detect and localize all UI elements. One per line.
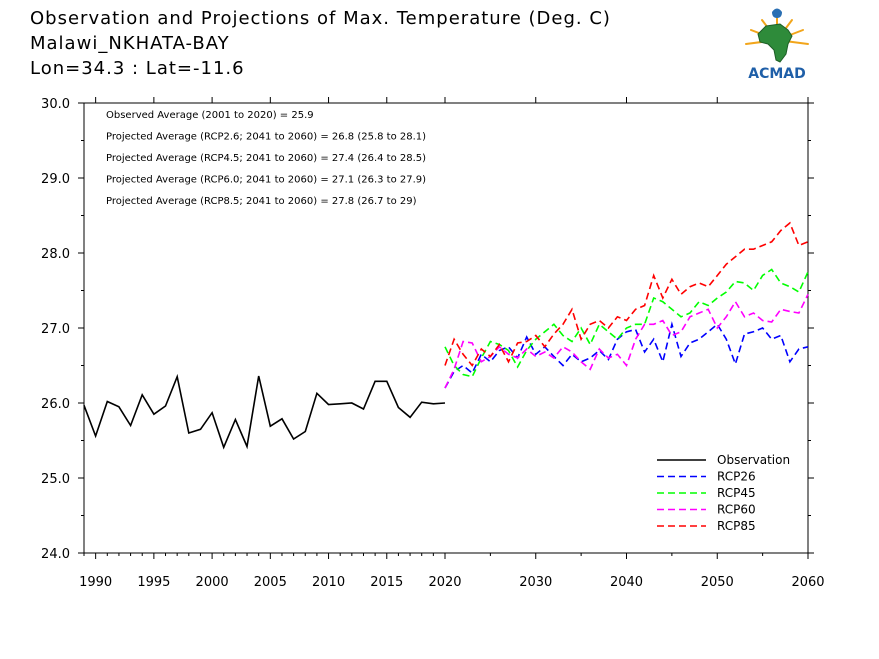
plot-frame [83,102,809,554]
y-tick-label: 26.0 [41,397,70,412]
chart-annotations: Observed Average (2001 to 2020) = 25.9 Pr… [106,110,426,207]
y-tick-label: 25.0 [41,472,70,487]
chart-series [83,221,809,450]
series-line-rcp60 [444,293,809,389]
series-line-observation [83,373,446,450]
y-tick-label: 24.0 [41,547,70,562]
y-tick-label: 27.0 [41,322,70,337]
x-tick-label: 2040 [610,575,643,590]
x-tick-label: 2000 [196,575,229,590]
y-tick-label: 29.0 [41,172,70,187]
legend-label-rcp45: RCP45 [717,486,756,500]
legend-label-observation: Observation [717,453,790,467]
chart-title: Observation and Projections of Max. Temp… [30,8,611,29]
x-tick-label: 2020 [428,575,461,590]
x-tick-label: 2050 [701,575,734,590]
chart-axes: 24.0 25.0 26.0 27.0 28.0 29.0 30.0 1990 1995 2000… [41,97,825,590]
annotation-text: Observed Average (2001 to 2020) = 25.9 [106,110,314,121]
series-line-rcp85 [444,221,809,367]
logo-text: ACMAD [748,66,806,82]
chart-legend: Observation RCP26 RCP45 RCP60 RCP85 [657,453,790,533]
legend-label-rcp85: RCP85 [717,519,756,533]
x-tick-label: 1990 [79,575,112,590]
chart-subtitle-coords: Lon=34.3 : Lat=-11.6 [30,58,245,79]
series-line-rcp26 [444,321,809,389]
x-tick-label: 2015 [370,575,403,590]
annotation-text: Projected Average (RCP8.5; 2041 to 2060)… [106,196,417,207]
x-tick-label: 2005 [254,575,287,590]
acmad-africa-logo-icon: ACMAD [745,8,809,82]
x-tick-label: 2060 [791,575,824,590]
series-line-rcp45 [444,268,809,378]
chart-subtitle-location: Malawi_NKHATA-BAY [30,33,230,54]
y-tick-label: 28.0 [41,247,70,262]
legend-label-rcp26: RCP26 [717,470,756,484]
y-tick-label: 30.0 [41,97,70,112]
annotation-text: Projected Average (RCP4.5; 2041 to 2060)… [106,153,426,164]
x-tick-label: 2030 [519,575,552,590]
annotation-text: Projected Average (RCP2.6; 2041 to 2060)… [106,132,426,143]
x-tick-label: 2010 [312,575,345,590]
annotation-text: Projected Average (RCP6.0; 2041 to 2060)… [106,175,426,186]
x-tick-label: 1995 [137,575,170,590]
legend-label-rcp60: RCP60 [717,503,756,517]
